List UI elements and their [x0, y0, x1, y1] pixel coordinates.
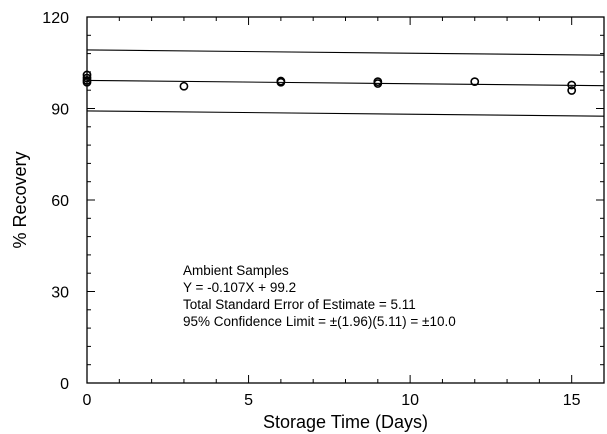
- x-tick-label: 15: [563, 392, 581, 409]
- y-tick-label: 60: [51, 193, 69, 210]
- plot-frame: [86, 16, 605, 384]
- annotation-confidence-limit: 95% Confidence Limit = ±(1.96)(5.11) = ±…: [183, 314, 456, 329]
- regression-line: [86, 79, 605, 87]
- annotation-sample-type: Ambient Samples: [183, 263, 289, 278]
- x-tick-labels: 0 5 10 15: [83, 392, 581, 409]
- y-tick-label: 30: [51, 285, 69, 302]
- regression-lines: [86, 49, 605, 117]
- data-point: [276, 77, 286, 87]
- lower-confidence-line: [86, 110, 605, 117]
- annotation-block: Ambient Samples Y = -0.107X + 99.2 Total…: [183, 263, 456, 329]
- data-point: [470, 77, 480, 87]
- data-point: [567, 80, 577, 90]
- x-tick-label: 0: [83, 392, 92, 409]
- x-tick-label: 10: [401, 392, 419, 409]
- upper-confidence-line: [86, 49, 605, 56]
- y-tick-label: 120: [42, 10, 69, 27]
- x-axis-label: Storage Time (Days): [263, 412, 428, 432]
- x-tick-label: 5: [244, 392, 253, 409]
- annotation-standard-error: Total Standard Error of Estimate = 5.11: [183, 297, 416, 312]
- data-point: [179, 81, 189, 91]
- data-point: [567, 86, 577, 95]
- y-axis-label: % Recovery: [10, 151, 30, 248]
- y-tick-label: 90: [51, 102, 69, 119]
- annotation-regression-equation: Y = -0.107X + 99.2: [183, 280, 296, 295]
- data-point: [373, 79, 383, 88]
- y-tick-labels: 0 30 60 90 120: [42, 10, 69, 393]
- y-tick-label: 0: [60, 376, 69, 393]
